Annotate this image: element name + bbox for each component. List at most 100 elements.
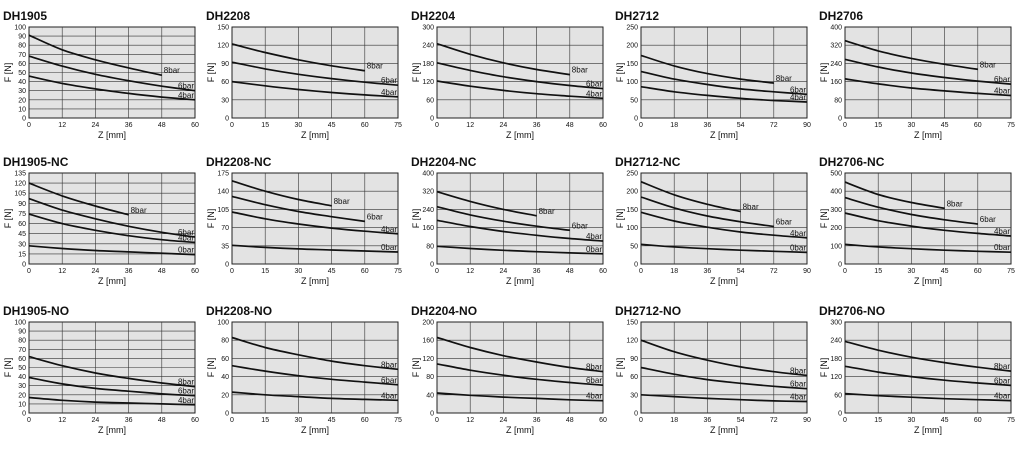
x-tick-label: 72 [770, 122, 778, 129]
x-tick-label: 18 [670, 122, 678, 129]
y-tick-label: 60 [18, 221, 26, 228]
x-tick-label: 30 [908, 268, 916, 275]
x-tick-label: 60 [191, 417, 199, 424]
x-tick-label: 36 [533, 268, 541, 275]
x-tick-label: 0 [639, 417, 643, 424]
series-line-8bar [640, 339, 808, 377]
x-axis-label: Z [mm] [301, 276, 329, 286]
series-line-6bar [844, 365, 1012, 387]
x-tick-label: 72 [770, 417, 778, 424]
y-tick-label: 100 [626, 79, 638, 86]
x-tick-label: 45 [941, 122, 949, 129]
y-tick-label: 200 [626, 189, 638, 196]
y-tick-label: 60 [18, 356, 26, 363]
chart-title: DH2706-NO [819, 304, 885, 318]
x-tick-label: 45 [328, 417, 336, 424]
y-tick-label: 240 [422, 43, 434, 50]
x-tick-label: 0 [639, 268, 643, 275]
series-line-4bar [28, 75, 196, 101]
x-tick-label: 48 [566, 417, 574, 424]
series-label-6bar: 6bar [790, 85, 806, 94]
chart-dh2706-no: DH2706-NO 0 15 30 45 60 75 0 60 120 180 240 300 Z [mm… [819, 304, 1015, 435]
x-tick-label: 36 [704, 122, 712, 129]
x-axis-label: Z [mm] [914, 425, 942, 435]
y-tick-label: 80 [426, 374, 434, 381]
chart-dh2204-no: DH2204-NO 0 12 24 36 48 60 0 40 80 120 160 200 Z [mm]… [411, 304, 607, 435]
series-line-4bar [28, 213, 196, 244]
x-tick-label: 75 [394, 417, 402, 424]
series-label-6bar: 6bar [178, 387, 194, 396]
series-line-6bar [640, 196, 774, 228]
series-line-8bar [28, 34, 162, 77]
series-line-6bar [844, 196, 978, 225]
y-tick-label: 80 [221, 338, 229, 345]
y-tick-label: 90 [221, 61, 229, 68]
chart-title: DH2712-NC [615, 155, 681, 169]
y-tick-label: 90 [630, 356, 638, 363]
series-label-0bar: 0bar [586, 245, 602, 254]
y-tick-label: 0 [22, 411, 26, 418]
y-tick-label: 90 [18, 34, 26, 41]
y-tick-label: 160 [830, 79, 842, 86]
y-tick-label: 0 [838, 411, 842, 418]
series-label-4bar: 4bar [586, 89, 602, 98]
y-tick-label: 30 [18, 241, 26, 248]
chart-dh2706: DH2706 0 15 30 45 60 75 0 80 160 240 320 400 Z [mm] F … [819, 9, 1015, 140]
series-line-4bar [28, 396, 196, 406]
chart-dh2204-nc: DH2204-NC 0 12 24 36 48 60 0 80 160 240 320 400 Z [mm… [411, 155, 607, 286]
x-tick-label: 60 [974, 268, 982, 275]
plot-area [844, 26, 1012, 119]
series-label-6bar: 6bar [586, 80, 602, 89]
x-axis-label: Z [mm] [710, 130, 738, 140]
x-tick-label: 0 [435, 417, 439, 424]
y-tick-label: 180 [830, 356, 842, 363]
x-tick-label: 12 [466, 268, 474, 275]
y-tick-label: 60 [18, 61, 26, 68]
y-axis-label: F [N] [411, 209, 421, 229]
y-tick-label: 100 [830, 243, 842, 250]
series-label-4bar: 4bar [994, 227, 1010, 236]
y-tick-label: 70 [18, 52, 26, 59]
series-line-8bar [231, 179, 332, 207]
x-tick-label: 48 [158, 417, 166, 424]
x-tick-label: 36 [704, 268, 712, 275]
series-line-0bar [844, 243, 1012, 254]
plot-area [231, 26, 399, 119]
x-axis-label: Z [mm] [710, 425, 738, 435]
series-label-0bar: 0bar [178, 246, 194, 255]
series-line-8bar [844, 181, 945, 210]
y-axis-label: F [N] [3, 209, 13, 229]
y-tick-label: 0 [838, 116, 842, 123]
series-label-0bar: 0bar [381, 243, 397, 252]
y-tick-label: 0 [22, 262, 26, 269]
y-tick-label: 0 [838, 262, 842, 269]
x-tick-label: 48 [566, 122, 574, 129]
series-line-4bar [844, 392, 1012, 402]
y-tick-label: 35 [221, 243, 229, 250]
x-axis-label: Z [mm] [301, 130, 329, 140]
series-label-8bar: 8bar [980, 60, 996, 69]
x-tick-label: 15 [874, 268, 882, 275]
chart-title: DH2706 [819, 9, 863, 23]
x-tick-label: 72 [770, 268, 778, 275]
series-label-8bar: 8bar [743, 203, 759, 212]
chart-title: DH2204-NC [411, 155, 477, 169]
y-tick-label: 0 [430, 411, 434, 418]
series-line-6bar [436, 61, 604, 90]
y-tick-label: 90 [18, 329, 26, 336]
y-tick-label: 60 [630, 374, 638, 381]
series-label-6bar: 6bar [572, 221, 588, 230]
y-tick-label: 50 [630, 97, 638, 104]
series-line-6bar [231, 61, 399, 87]
y-tick-label: 30 [18, 383, 26, 390]
x-tick-label: 15 [261, 417, 269, 424]
y-tick-label: 80 [18, 43, 26, 50]
series-line-8bar [844, 340, 1012, 372]
y-tick-label: 120 [14, 181, 26, 188]
y-tick-label: 50 [18, 365, 26, 372]
chart-title: DH2204 [411, 9, 455, 23]
series-line-6bar [436, 205, 570, 232]
chart-title: DH1905-NC [3, 155, 69, 169]
x-tick-label: 60 [599, 417, 607, 424]
